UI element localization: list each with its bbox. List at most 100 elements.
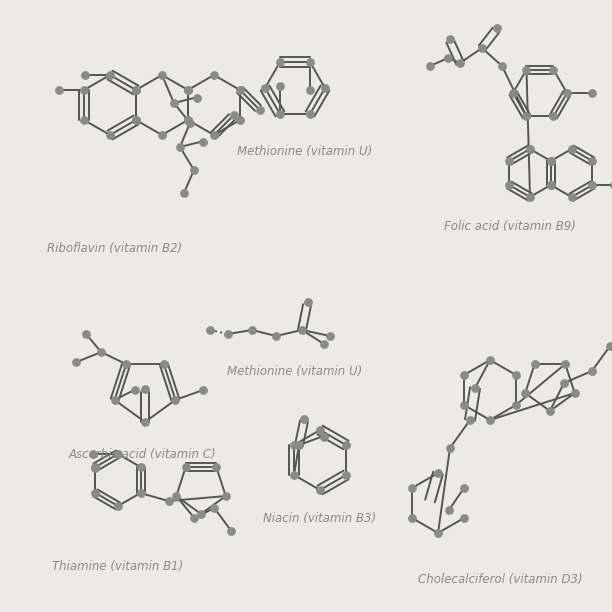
Point bbox=[140, 417, 150, 427]
Point bbox=[88, 449, 98, 459]
Point bbox=[445, 443, 455, 453]
Point bbox=[511, 400, 521, 410]
Point bbox=[559, 378, 569, 388]
Point bbox=[136, 462, 146, 472]
Point bbox=[54, 85, 64, 95]
Point bbox=[80, 70, 90, 80]
Point bbox=[175, 142, 185, 152]
Point bbox=[315, 425, 325, 435]
Point bbox=[157, 70, 167, 80]
Text: Methionine (vitamin U): Methionine (vitamin U) bbox=[228, 365, 363, 378]
Point bbox=[546, 180, 556, 190]
Point bbox=[235, 115, 245, 125]
Point bbox=[113, 449, 123, 459]
Point bbox=[81, 329, 91, 339]
Point bbox=[131, 115, 141, 125]
Point bbox=[131, 85, 141, 95]
Point bbox=[91, 463, 100, 473]
Text: Riboflavin (vitamin B2): Riboflavin (vitamin B2) bbox=[48, 242, 182, 255]
Point bbox=[546, 156, 556, 166]
Point bbox=[504, 156, 514, 166]
Point bbox=[465, 415, 475, 425]
Point bbox=[562, 88, 572, 98]
Point bbox=[492, 23, 502, 33]
Point bbox=[235, 85, 245, 95]
Point bbox=[247, 325, 257, 335]
Point bbox=[459, 513, 469, 523]
Point bbox=[445, 34, 455, 44]
Point bbox=[136, 488, 146, 498]
Point bbox=[588, 156, 597, 166]
Point bbox=[275, 57, 285, 67]
Point bbox=[341, 440, 351, 450]
Point bbox=[433, 468, 443, 478]
Point bbox=[407, 513, 417, 523]
Point bbox=[407, 483, 417, 493]
Point bbox=[105, 130, 115, 140]
Point bbox=[96, 347, 106, 357]
Point bbox=[140, 384, 150, 394]
Text: Ascorbic acid (vitamin C): Ascorbic acid (vitamin C) bbox=[68, 448, 216, 461]
Text: Niacin (vitamin B3): Niacin (vitamin B3) bbox=[263, 512, 376, 525]
Point bbox=[548, 111, 558, 121]
Point bbox=[433, 528, 443, 538]
Point bbox=[477, 43, 487, 53]
Point bbox=[183, 85, 193, 95]
Point bbox=[223, 329, 233, 339]
Point bbox=[303, 297, 313, 307]
Point bbox=[229, 110, 239, 120]
Point bbox=[305, 109, 315, 119]
Point bbox=[299, 414, 309, 424]
Point bbox=[319, 432, 329, 442]
Point bbox=[570, 388, 580, 398]
Point bbox=[319, 339, 329, 349]
Point bbox=[305, 85, 315, 95]
Point bbox=[289, 440, 299, 450]
Point bbox=[196, 509, 206, 519]
Point bbox=[459, 400, 469, 410]
Point bbox=[521, 111, 531, 121]
Point bbox=[179, 188, 189, 198]
Text: Methionine (vitamin U): Methionine (vitamin U) bbox=[237, 145, 373, 158]
Point bbox=[198, 137, 208, 147]
Point bbox=[183, 115, 193, 125]
Point bbox=[255, 105, 265, 115]
Point bbox=[221, 491, 231, 501]
Point bbox=[325, 331, 335, 341]
Point bbox=[459, 483, 469, 493]
Point bbox=[497, 61, 507, 71]
Point bbox=[209, 130, 219, 140]
Point bbox=[131, 115, 141, 125]
Point bbox=[443, 53, 453, 63]
Point bbox=[511, 370, 521, 380]
Point bbox=[530, 359, 540, 369]
Point bbox=[130, 385, 140, 395]
Point bbox=[91, 488, 100, 498]
Point bbox=[209, 70, 219, 80]
Point bbox=[485, 415, 495, 425]
Point bbox=[271, 331, 281, 341]
Point bbox=[260, 83, 270, 93]
Point bbox=[163, 496, 173, 506]
Point bbox=[275, 109, 285, 119]
Point bbox=[211, 462, 221, 472]
Point bbox=[189, 165, 199, 175]
Point bbox=[425, 61, 435, 71]
Point bbox=[198, 385, 208, 395]
Point bbox=[444, 505, 454, 515]
Point bbox=[189, 513, 199, 523]
Point bbox=[226, 526, 236, 536]
Point bbox=[79, 115, 89, 125]
Point bbox=[192, 93, 202, 103]
Point bbox=[520, 388, 530, 398]
Point bbox=[587, 88, 597, 98]
Point bbox=[71, 357, 81, 367]
Point bbox=[525, 144, 535, 154]
Point bbox=[455, 58, 465, 68]
Point bbox=[113, 501, 123, 511]
Point bbox=[183, 115, 193, 125]
Point bbox=[548, 65, 558, 75]
Point bbox=[610, 180, 612, 190]
Point bbox=[183, 85, 193, 95]
Point bbox=[561, 359, 570, 369]
